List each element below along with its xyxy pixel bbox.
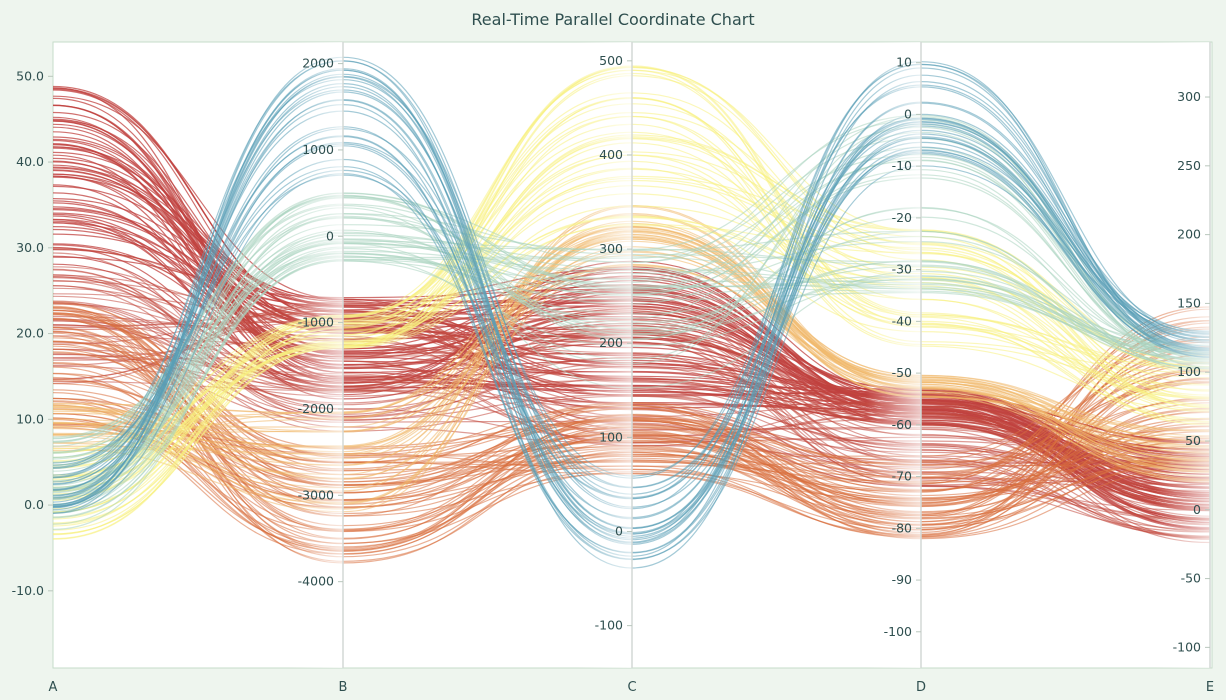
tick-label: -2000 <box>298 401 334 416</box>
tick-label: -80 <box>892 520 912 535</box>
tick-label: 100 <box>599 429 623 444</box>
axis-name-e: E <box>1206 680 1214 695</box>
tick-label: 50 <box>1185 433 1201 448</box>
data-line <box>52 310 1211 510</box>
tick-label: 0 <box>904 106 912 121</box>
tick-label: 250 <box>1177 158 1201 173</box>
tick-label: 0 <box>326 228 334 243</box>
axis-glow <box>1155 42 1210 668</box>
tick-label: 40.0 <box>16 154 44 169</box>
tick-label: 400 <box>599 147 623 162</box>
tick-label: 10.0 <box>16 411 44 426</box>
tick-label: 300 <box>599 241 623 256</box>
tick-label: -4000 <box>298 574 334 589</box>
tick-label: -20 <box>892 210 912 225</box>
axis-glow <box>866 42 921 668</box>
tick-label: -40 <box>892 313 912 328</box>
axis-c: -100 0 100 200 300 400 500 C <box>595 42 637 695</box>
tick-label: -100 <box>595 618 623 633</box>
tick-label: -30 <box>892 262 912 277</box>
axis-name-a: A <box>49 680 58 695</box>
tick-label: -90 <box>892 572 912 587</box>
tick-label: 150 <box>1177 295 1201 310</box>
tick-label: 10 <box>896 55 912 70</box>
tick-label: -50 <box>1181 571 1201 586</box>
axis-name-b: B <box>339 680 348 695</box>
axis-b: -4000 -3000 -2000 -1000 0 1000 2000 B <box>298 42 348 695</box>
tick-label: 1000 <box>302 142 334 157</box>
tick-label: -1000 <box>298 315 334 330</box>
tick-label: 20.0 <box>16 326 44 341</box>
tick-label: 100 <box>1177 364 1201 379</box>
tick-label: 500 <box>599 53 623 68</box>
tick-label: -60 <box>892 417 912 432</box>
data-line <box>52 368 1211 526</box>
axis-e: -100 -50 0 50 100 150 200 250 300 E <box>1173 42 1214 695</box>
axis-glow <box>577 42 632 668</box>
tick-label: -10 <box>892 158 912 173</box>
tick-label: 200 <box>1177 227 1201 242</box>
tick-label: -100 <box>884 624 912 639</box>
tick-label: 0.0 <box>24 497 44 512</box>
axis-glow <box>288 42 343 668</box>
data-line <box>52 303 1211 520</box>
tick-label: 0 <box>615 524 623 539</box>
tick-label: 2000 <box>302 56 334 71</box>
tick-label: -10.0 <box>12 583 44 598</box>
tick-label: -3000 <box>298 487 334 502</box>
axis-a: -10.0 0.0 10.0 20.0 30.0 40.0 50.0 A <box>12 68 58 695</box>
axis-name-d: D <box>916 680 926 695</box>
tick-label: 200 <box>599 335 623 350</box>
tick-label: 0 <box>1193 502 1201 517</box>
chart-title: Real-Time Parallel Coordinate Chart <box>471 10 755 29</box>
axis-name-c: C <box>627 680 636 695</box>
tick-label: 30.0 <box>16 240 44 255</box>
tick-label: -70 <box>892 469 912 484</box>
tick-label: 50.0 <box>16 68 44 83</box>
tick-label: -50 <box>892 365 912 380</box>
tick-label: 300 <box>1177 89 1201 104</box>
tick-label: -100 <box>1173 639 1201 654</box>
